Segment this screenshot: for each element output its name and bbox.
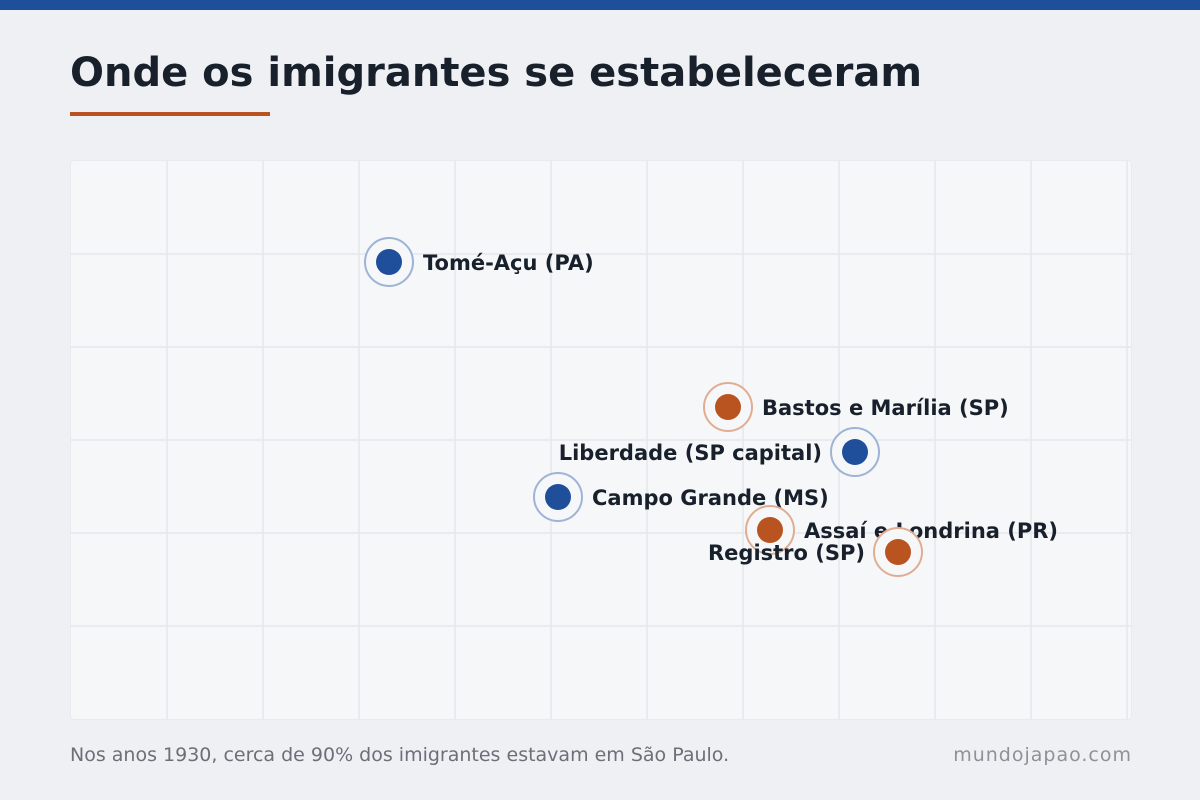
place-label: Bastos e Marília (SP) xyxy=(762,396,1009,420)
place-label: Campo Grande (MS) xyxy=(592,486,829,510)
place-label: Assaí e Londrina (PR) xyxy=(804,519,1058,543)
place-label: Registro (SP) xyxy=(708,541,865,565)
page-title: Onde os imigrantes se estabeleceram xyxy=(70,50,923,96)
place-marker[interactable]: Bastos e Marília (SP) xyxy=(703,382,1009,432)
place-label: Tomé-Açu (PA) xyxy=(423,251,594,275)
marker-dot xyxy=(376,249,402,275)
place-marker[interactable]: Campo Grande (MS) xyxy=(533,472,829,522)
marker-dot xyxy=(545,484,571,510)
marker-dot xyxy=(715,394,741,420)
marker-dot xyxy=(757,517,783,543)
title-underline xyxy=(70,112,270,116)
marker-dot xyxy=(842,439,868,465)
place-marker[interactable]: Tomé-Açu (PA) xyxy=(364,237,594,287)
map-canvas: Tomé-Açu (PA) Bastos e Marília (SP) Liberd… xyxy=(71,161,1131,719)
map-markers: Tomé-Açu (PA) Bastos e Marília (SP) Liberd… xyxy=(364,237,1058,577)
top-accent-bar xyxy=(0,0,1200,10)
place-marker[interactable]: Liberdade (SP capital) xyxy=(559,427,880,477)
place-label: Liberdade (SP capital) xyxy=(559,441,822,465)
caption: Nos anos 1930, cerca de 90% dos imigrant… xyxy=(70,744,730,766)
map-grid xyxy=(71,161,1131,719)
place-marker[interactable]: Assaí e Londrina (PR) xyxy=(745,505,1058,555)
marker-dot xyxy=(885,539,911,565)
settlement-map: Tomé-Açu (PA) Bastos e Marília (SP) Liberd… xyxy=(70,160,1132,720)
place-marker[interactable]: Registro (SP) xyxy=(708,527,923,577)
source-credit: mundojapao.com xyxy=(953,744,1132,766)
